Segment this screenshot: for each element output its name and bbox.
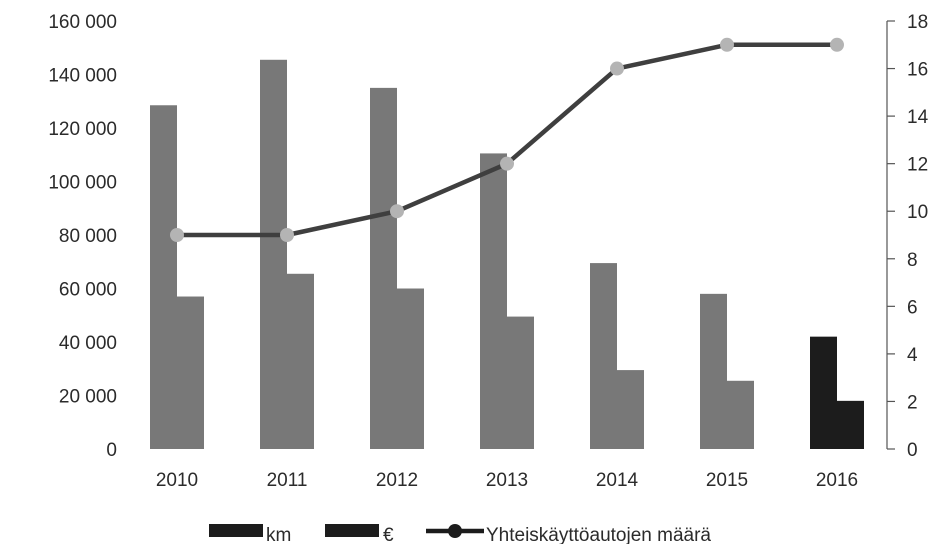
x-axis-tick-label: 2010 [156,470,198,491]
legend-swatch-marker [448,524,462,538]
bar-km-2016 [810,336,837,449]
x-axis-tick-label: 2013 [486,470,528,491]
line-point-2016 [830,37,844,52]
bar-km-2015 [700,293,727,449]
bar-euro-2014 [617,370,644,449]
bar-euro-2016 [837,400,864,449]
right-axis-tick-label: 12 [907,155,928,176]
bar-km-2013 [480,153,507,449]
left-axis-tick-labels: 0 20 000 40 000 60 000 80 000 100 000 120 000 1… [48,12,117,461]
bar-km-2011 [260,59,287,449]
x-axis-tick-label: 2015 [706,470,748,491]
left-axis-tick-label: 120 000 [48,119,117,140]
line-point-2013 [500,156,514,171]
bar-km-2010 [150,105,177,449]
left-axis-tick-label: 160 000 [48,12,117,33]
right-axis-tick-label: 0 [907,440,918,461]
bar-euro-2010 [177,296,204,449]
line-point-2011 [280,228,294,242]
right-axis: 0 2 4 6 8 10 12 14 16 18 [886,12,929,461]
right-axis-tick-label: 18 [907,12,928,33]
x-axis-tick-labels: 2010 2011 2012 2013 2014 2015 2016 [156,470,858,491]
line-point-2012 [390,204,404,219]
legend-swatch-euro [325,524,379,537]
right-axis-tick-label: 2 [907,392,918,413]
left-axis-tick-label: 60 000 [59,280,117,301]
x-axis-tick-label: 2014 [596,470,639,491]
line-point-2010 [170,228,184,242]
bar-km-2014 [590,263,617,449]
legend-label-yhteiskayttoautot: Yhteiskäyttöautojen määrä [486,525,711,544]
bars-group [150,59,864,449]
right-axis-tick-label: 10 [907,202,928,223]
legend-label-km: km [266,525,291,544]
line-point-2014 [610,61,624,76]
left-axis-tick-label: 40 000 [59,333,117,354]
bar-euro-2013 [507,316,534,449]
bar-euro-2011 [287,273,314,449]
bar-euro-2012 [397,288,424,449]
x-axis-tick-label: 2011 [267,470,308,491]
left-axis-tick-label: 140 000 [48,66,117,87]
line-series-group [170,37,844,242]
right-axis-tick-label: 14 [907,107,929,128]
x-axis-tick-label: 2016 [816,470,858,491]
bar-km-2012 [370,87,397,449]
legend-swatch-km [209,524,263,537]
right-axis-tick-label: 16 [907,60,928,81]
bar-euro-2015 [727,380,754,449]
legend: km € Yhteiskäyttöautojen määrä [209,524,711,544]
left-axis-tick-label: 80 000 [59,226,117,247]
right-axis-tick-label: 6 [907,297,918,318]
legend-label-euro: € [383,525,394,544]
left-axis-tick-label: 100 000 [48,173,117,194]
left-axis-tick-label: 20 000 [59,387,117,408]
x-axis-tick-label: 2012 [376,470,418,491]
left-axis-tick-label: 0 [106,440,117,461]
right-axis-tick-label: 4 [907,345,918,366]
line-point-2015 [720,37,734,52]
right-axis-tick-label: 8 [907,250,918,271]
